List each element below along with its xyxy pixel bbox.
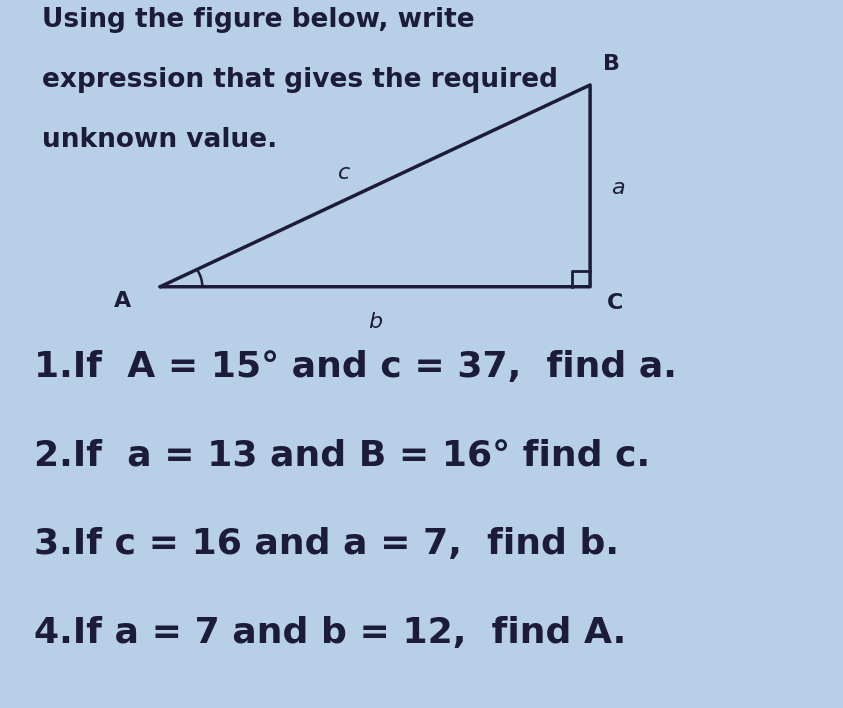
Text: unknown value.: unknown value. [42,127,277,154]
Text: 2.If  a = 13 and B = 16° find c.: 2.If a = 13 and B = 16° find c. [34,439,650,473]
Text: a: a [611,178,625,198]
Text: b: b [368,312,382,331]
Text: B: B [603,55,620,74]
Text: A: A [114,291,131,311]
Text: 3.If c = 16 and a = 7,  find b.: 3.If c = 16 and a = 7, find b. [34,527,619,561]
Text: c: c [337,164,350,183]
Text: C: C [607,293,623,313]
Text: 1.If  A = 15° and c = 37,  find a.: 1.If A = 15° and c = 37, find a. [34,350,677,384]
Text: expression that gives the required: expression that gives the required [42,67,558,93]
Text: Using the figure below, write: Using the figure below, write [42,7,475,33]
Text: 4.If a = 7 and b = 12,  find A.: 4.If a = 7 and b = 12, find A. [34,616,626,650]
